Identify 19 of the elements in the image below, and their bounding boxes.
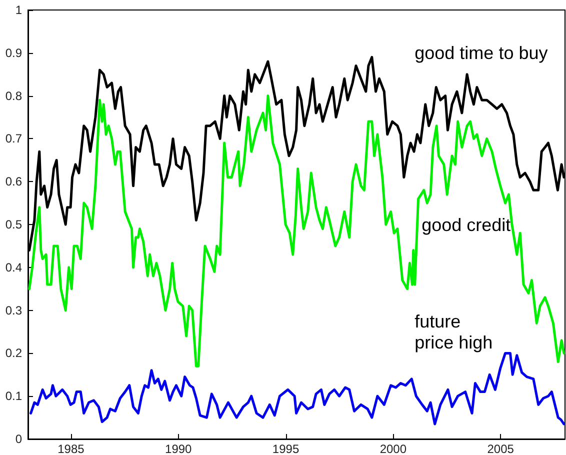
y-tick-label: 0.1 [5, 389, 22, 404]
y-tick-label: 0.8 [5, 88, 22, 103]
y-tick-label: 0.4 [5, 260, 22, 274]
x-tick-label: 2000 [380, 442, 407, 455]
y-tick-label: 0.2 [5, 346, 22, 360]
series-label: good time to buy [414, 42, 548, 63]
y-tick-label: 0.7 [5, 132, 22, 146]
y-tick-label: 0.6 [5, 174, 22, 189]
y-tick-label: 0.5 [5, 218, 22, 232]
series-label: future price high [414, 312, 493, 352]
x-tick-label: 1995 [272, 442, 300, 455]
x-tick-label: 1990 [165, 442, 192, 455]
x-tick-label: 2005 [487, 442, 514, 455]
y-tick-label: 0.3 [5, 303, 22, 318]
series-label: good credit [422, 214, 511, 235]
y-tick-label: 0.9 [5, 46, 22, 60]
y-tick-label: 0 [15, 432, 22, 446]
x-tick-label: 1985 [58, 442, 85, 455]
y-tick-label: 1 [15, 3, 22, 17]
